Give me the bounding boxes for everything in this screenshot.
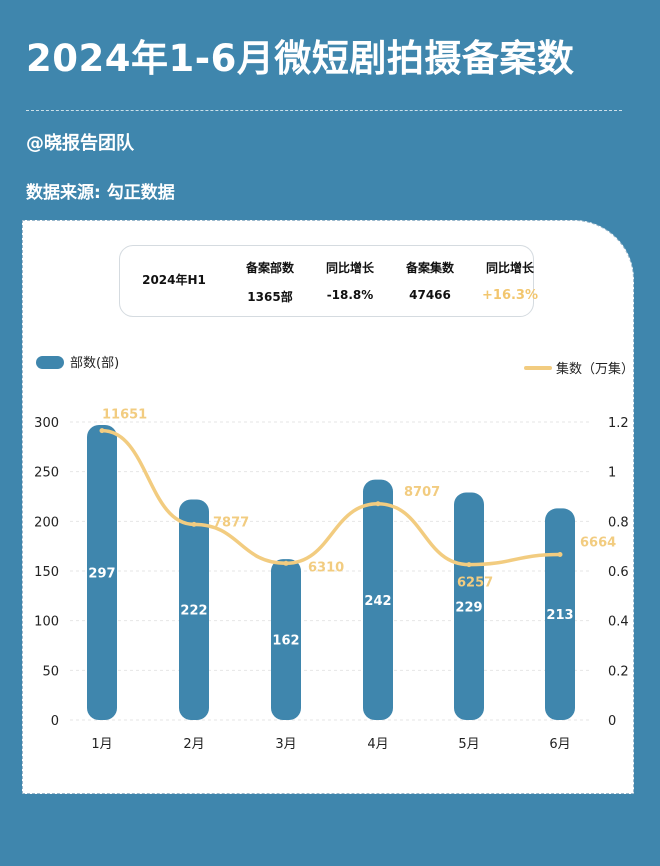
- right-axis-tick-label: 0.4: [608, 615, 629, 630]
- summary-value-records-yoy: -18.8%: [326, 288, 374, 302]
- author-label: @晓报告团队: [26, 133, 134, 154]
- bar: [271, 559, 301, 720]
- line-value-label: 6310: [308, 560, 344, 575]
- left-axis-tick-label: 300: [34, 416, 59, 431]
- line-point: [191, 521, 197, 527]
- line-point: [466, 562, 472, 568]
- page-title: 2024年1-6月微短剧拍摄备案数: [26, 37, 575, 80]
- left-axis-tick-label: 250: [34, 466, 59, 481]
- line-point: [99, 428, 105, 434]
- line-value-label: 6257: [457, 576, 493, 591]
- summary-header-records-yoy: 同比增长: [325, 261, 375, 275]
- bar: [179, 499, 209, 720]
- legend-swatch-bars: [36, 356, 64, 369]
- left-axis-tick-label: 0: [51, 714, 59, 729]
- summary-header-episodes: 备案集数: [405, 261, 455, 275]
- data-source-label: 数据来源: 勾正数据: [26, 183, 175, 203]
- bar-value-label: 213: [546, 608, 573, 623]
- right-axis-tick-label: 0.2: [608, 664, 629, 679]
- summary-value-episodes: 47466: [409, 288, 451, 302]
- right-axis-tick-label: 0.8: [608, 515, 629, 530]
- bar-value-label: 229: [455, 600, 482, 615]
- left-axis-tick-label: 200: [34, 515, 59, 530]
- bar-value-label: 222: [180, 604, 207, 619]
- summary-period: 2024年H1: [142, 273, 206, 287]
- bar-value-label: 297: [88, 566, 115, 581]
- left-axis-tick-label: 50: [42, 664, 59, 679]
- bar: [87, 424, 117, 720]
- right-axis-tick-label: 0.6: [608, 565, 629, 580]
- line-point: [283, 560, 289, 566]
- summary-value-episodes-yoy: +16.3%: [482, 288, 538, 303]
- line-value-label: 6664: [580, 536, 616, 551]
- right-axis-tick-label: 1: [608, 466, 616, 481]
- summary-header-episodes-yoy: 同比增长: [485, 261, 535, 275]
- line-value-label: 7877: [213, 515, 249, 530]
- left-axis-tick-label: 150: [34, 565, 59, 580]
- title-divider: [26, 110, 622, 111]
- line-value-label: 8707: [404, 485, 440, 500]
- summary-box: 2024年H1 备案部数 同比增长 备案集数 同比增长 1365部 -18.8%…: [119, 245, 538, 317]
- legend-label-bars: 部数(部): [70, 356, 119, 371]
- x-axis-tick-label: 2月: [183, 737, 204, 752]
- summary-value-records: 1365部: [247, 290, 293, 304]
- bar-value-label: 242: [364, 594, 391, 609]
- right-axis-tick-label: 1.2: [608, 416, 629, 431]
- legend-label-line: 集数（万集）: [556, 361, 634, 377]
- x-axis-tick-label: 1月: [91, 737, 112, 752]
- line-value-label: 11651: [102, 408, 147, 423]
- x-axis-tick-label: 4月: [367, 737, 388, 752]
- right-axis-tick-label: 0: [608, 714, 616, 729]
- bar: [363, 479, 393, 720]
- bar-value-label: 162: [272, 634, 299, 649]
- chart-card: 2024年H1 备案部数 同比增长 备案集数 同比增长 1365部 -18.8%…: [22, 220, 634, 794]
- line-point: [557, 552, 563, 558]
- summary-header-records: 备案部数: [245, 261, 295, 275]
- left-axis-tick-label: 100: [34, 615, 59, 630]
- x-axis-tick-label: 6月: [549, 737, 570, 752]
- x-axis-tick-label: 5月: [458, 737, 479, 752]
- x-axis-tick-label: 3月: [275, 737, 296, 752]
- bar: [545, 508, 575, 720]
- bar: [454, 492, 484, 720]
- line-point: [375, 501, 381, 507]
- line-series: [100, 428, 562, 567]
